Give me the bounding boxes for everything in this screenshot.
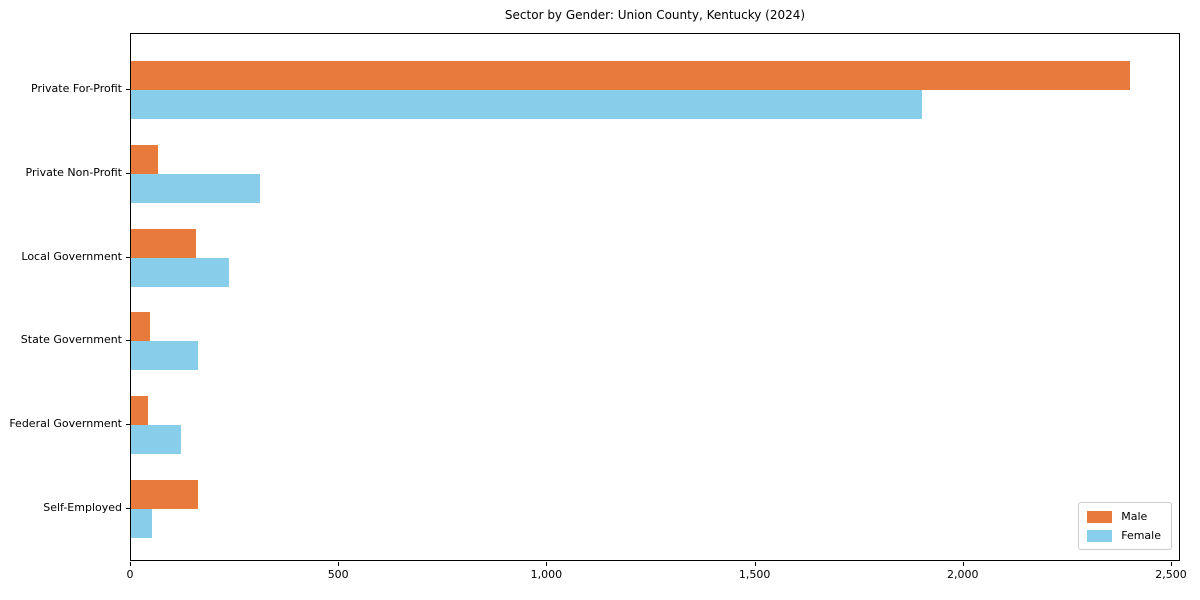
xtick-label: 2,000 (947, 568, 979, 581)
bar-male-4 (131, 312, 150, 342)
bar-female-6 (131, 509, 152, 538)
ytick-mark (126, 89, 130, 90)
chart-title: Sector by Gender: Union County, Kentucky… (504, 8, 806, 22)
bar-female-4 (131, 341, 198, 371)
bar-male-5 (131, 396, 148, 426)
legend-label: Male (1121, 510, 1148, 523)
ytick-mark (126, 172, 130, 174)
ytick-mark (126, 424, 130, 426)
ytick-label: State Government (20, 333, 122, 347)
bar-female-5 (131, 425, 181, 455)
legend-swatch-male (1087, 510, 1113, 523)
legend-swatch-female (1087, 529, 1113, 542)
xtick-mark (962, 562, 964, 566)
legend-item-male: Male (1087, 510, 1161, 523)
xtick-label: 0 (126, 568, 134, 581)
xtick-mark (754, 562, 756, 566)
ytick-label: Private For-Profit (31, 82, 122, 95)
bar-female-3 (131, 257, 229, 287)
bar-male-1 (131, 61, 1130, 90)
ytick-mark (126, 256, 130, 258)
bar-female-1 (131, 90, 922, 119)
ytick-label: Federal Government (9, 417, 122, 431)
xtick-label: 2,500 (1155, 568, 1187, 581)
legend-label: Female (1121, 529, 1161, 542)
ytick-mark (126, 340, 130, 342)
bar-male-2 (131, 144, 158, 174)
ytick-mark (126, 508, 130, 509)
xtick-label: 1,000 (530, 568, 563, 581)
bar-male-3 (131, 228, 196, 258)
xtick-label: 500 (327, 568, 349, 581)
ytick-label: Private Non-Profit (25, 165, 122, 179)
ytick-label: Local Government (21, 249, 122, 263)
xtick-mark (338, 562, 340, 566)
legend-item-female: Female (1087, 529, 1161, 542)
xtick-mark (130, 562, 131, 566)
bar-male-6 (131, 480, 198, 509)
ytick-label: Self-Employed (43, 501, 122, 514)
legend: Male Female (1078, 502, 1172, 550)
xtick-label: 1,500 (738, 568, 771, 581)
xtick-mark (1171, 562, 1172, 566)
plot-area: Male Female (130, 33, 1180, 561)
xtick-mark (546, 562, 548, 566)
bar-female-2 (131, 173, 260, 203)
